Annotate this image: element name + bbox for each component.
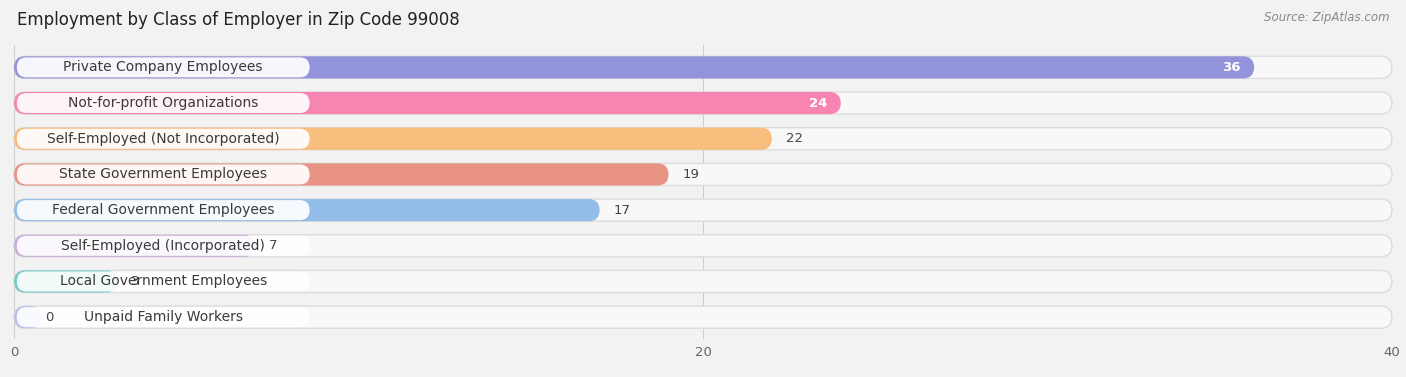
Text: Employment by Class of Employer in Zip Code 99008: Employment by Class of Employer in Zip C… [17, 11, 460, 29]
FancyBboxPatch shape [17, 57, 309, 77]
Text: Self-Employed (Incorporated): Self-Employed (Incorporated) [62, 239, 266, 253]
Text: 7: 7 [269, 239, 277, 252]
Text: 3: 3 [131, 275, 139, 288]
FancyBboxPatch shape [14, 270, 1392, 293]
FancyBboxPatch shape [14, 163, 1392, 185]
FancyBboxPatch shape [14, 306, 42, 328]
FancyBboxPatch shape [17, 93, 309, 113]
FancyBboxPatch shape [17, 236, 309, 256]
Text: 17: 17 [613, 204, 630, 217]
Text: State Government Employees: State Government Employees [59, 167, 267, 181]
Text: 22: 22 [786, 132, 803, 145]
FancyBboxPatch shape [14, 56, 1254, 78]
FancyBboxPatch shape [17, 271, 309, 291]
Text: Not-for-profit Organizations: Not-for-profit Organizations [67, 96, 259, 110]
Text: Local Government Employees: Local Government Employees [59, 274, 267, 288]
FancyBboxPatch shape [14, 235, 1392, 257]
FancyBboxPatch shape [17, 307, 309, 327]
FancyBboxPatch shape [14, 270, 118, 293]
Text: Self-Employed (Not Incorporated): Self-Employed (Not Incorporated) [46, 132, 280, 146]
Text: Unpaid Family Workers: Unpaid Family Workers [84, 310, 243, 324]
FancyBboxPatch shape [14, 128, 1392, 150]
FancyBboxPatch shape [14, 199, 1392, 221]
Text: 36: 36 [1222, 61, 1240, 74]
Text: Source: ZipAtlas.com: Source: ZipAtlas.com [1264, 11, 1389, 24]
FancyBboxPatch shape [14, 163, 669, 185]
FancyBboxPatch shape [14, 56, 1392, 78]
Text: 24: 24 [808, 97, 827, 110]
Text: Private Company Employees: Private Company Employees [63, 60, 263, 74]
FancyBboxPatch shape [14, 199, 599, 221]
FancyBboxPatch shape [17, 164, 309, 184]
FancyBboxPatch shape [17, 200, 309, 220]
FancyBboxPatch shape [14, 128, 772, 150]
FancyBboxPatch shape [14, 235, 256, 257]
FancyBboxPatch shape [17, 129, 309, 149]
FancyBboxPatch shape [14, 92, 1392, 114]
Text: 19: 19 [682, 168, 699, 181]
FancyBboxPatch shape [14, 306, 1392, 328]
Text: Federal Government Employees: Federal Government Employees [52, 203, 274, 217]
Text: 0: 0 [45, 311, 53, 324]
FancyBboxPatch shape [14, 92, 841, 114]
